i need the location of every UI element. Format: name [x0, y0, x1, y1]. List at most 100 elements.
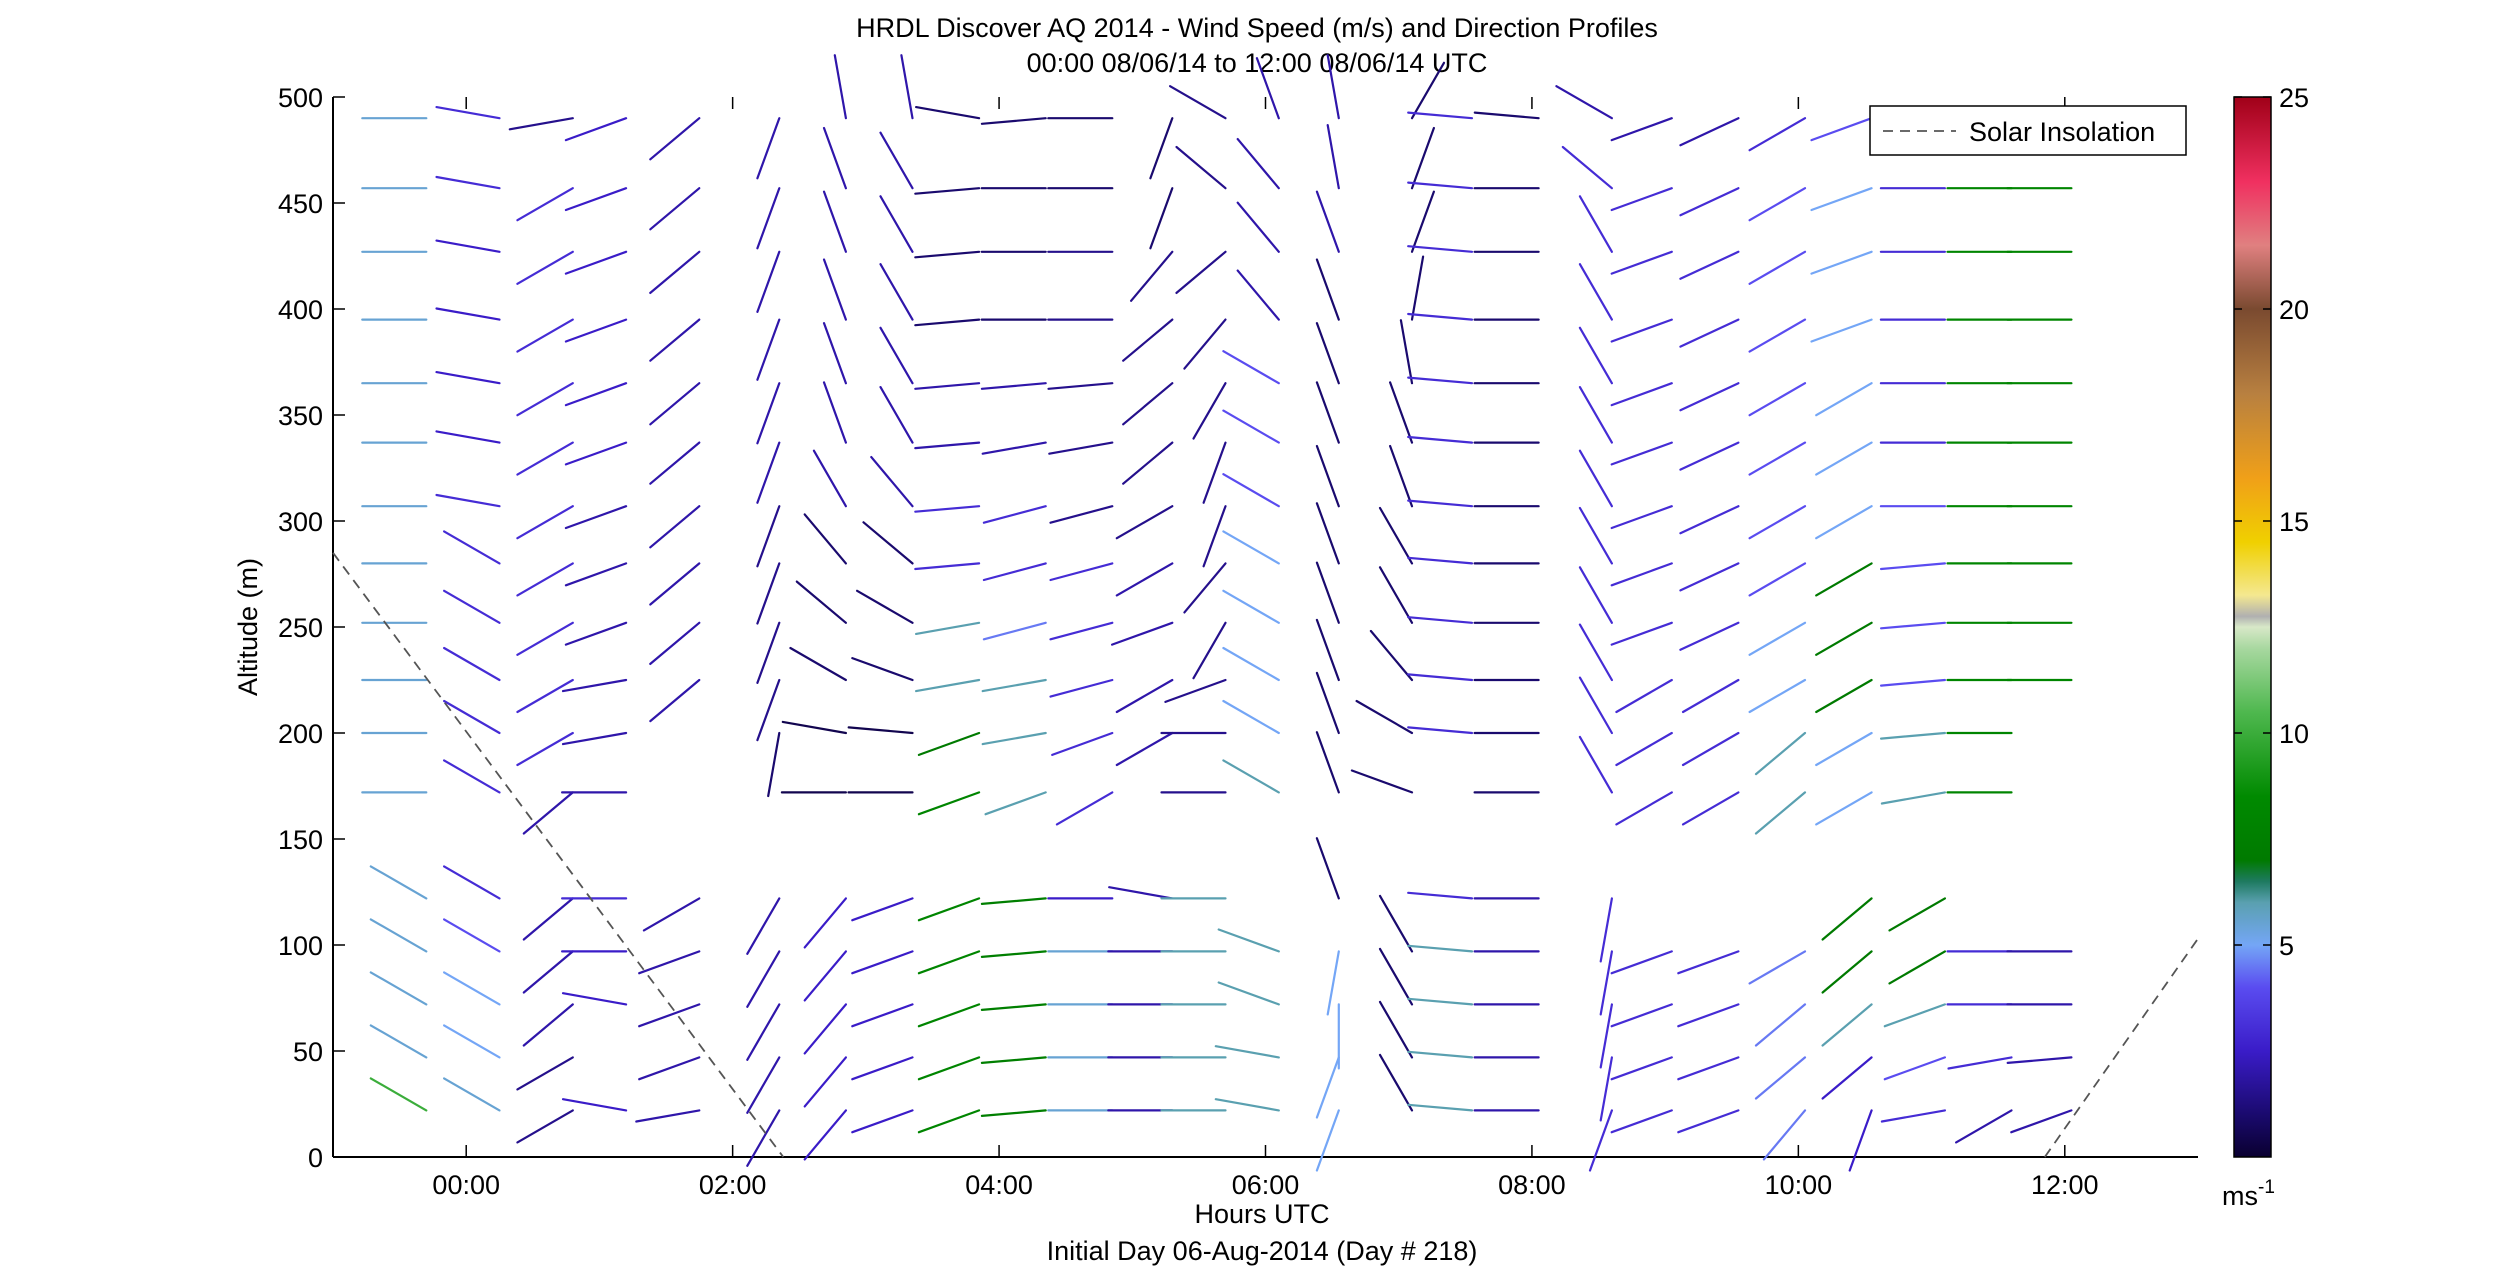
- wind-barb: [1407, 726, 1474, 735]
- wind-barb: [1183, 562, 1227, 614]
- wind-barb: [1222, 589, 1280, 624]
- wind-barb: [781, 720, 848, 735]
- wind-barb: [1815, 731, 1873, 767]
- wind-barb: [516, 678, 574, 714]
- x-tick-label: 00:00: [432, 1170, 500, 1200]
- wind-barb: [1202, 505, 1227, 568]
- wind-barb: [1677, 1056, 1740, 1081]
- wind-barb: [1315, 561, 1340, 624]
- wind-barb: [443, 971, 501, 1006]
- wind-barb: [1610, 950, 1673, 975]
- wind-barb: [1748, 621, 1807, 656]
- colorbar-ticks: 5 10 15 20 25: [2234, 83, 2309, 961]
- wind-barb: [1815, 678, 1873, 714]
- wind-barb: [803, 513, 848, 565]
- x-tick-label: 12:00: [2031, 1170, 2099, 1200]
- wind-barb: [1888, 950, 1947, 985]
- wind-barb: [1748, 382, 1807, 417]
- wind-barb: [1047, 382, 1114, 390]
- wind-barb: [1821, 1003, 1873, 1047]
- wind-barb: [1378, 894, 1414, 953]
- colorbar-tick-label: 25: [2279, 83, 2309, 113]
- y-tick-label: 0: [308, 1143, 323, 1173]
- wind-barb: [516, 1109, 574, 1144]
- wind-barb: [649, 562, 701, 606]
- wind-barb: [1679, 621, 1740, 651]
- x-tick-label: 06:00: [1232, 1170, 1300, 1200]
- wind-barb: [1378, 566, 1414, 624]
- wind-barb: [1679, 382, 1740, 412]
- wind-barb: [981, 731, 1047, 746]
- wind-barb: [1599, 1003, 1614, 1069]
- wind-barb: [1149, 117, 1174, 180]
- y-tick-label: 400: [278, 295, 323, 325]
- wind-barb: [1222, 646, 1280, 682]
- wind-barb: [1748, 250, 1807, 285]
- wind-barb: [1578, 735, 1614, 794]
- wind-barb: [561, 678, 628, 693]
- wind-barb: [1578, 676, 1614, 735]
- wind-barb: [1149, 187, 1174, 250]
- wind-barb: [1815, 441, 1873, 476]
- solar-insolation-lines: [332, 552, 2199, 1158]
- wind-barb: [1192, 621, 1227, 680]
- wind-barb: [1578, 506, 1614, 565]
- wind-barb: [1407, 376, 1474, 385]
- wind-barb: [1599, 950, 1614, 1016]
- solar-insolation-line: [332, 552, 784, 1158]
- wind-barb: [1115, 731, 1174, 767]
- y-tick-label: 50: [293, 1037, 323, 1067]
- wind-barb: [851, 656, 914, 682]
- wind-barb: [833, 54, 848, 120]
- wind-barb: [1748, 441, 1807, 476]
- wind-barb: [564, 621, 628, 646]
- solar-insolation-line: [2044, 938, 2199, 1158]
- wind-barb: [564, 382, 628, 407]
- wind-barb: [1202, 441, 1227, 504]
- wind-barb: [756, 621, 781, 685]
- wind-barb: [1407, 499, 1474, 508]
- wind-barb: [1388, 444, 1414, 508]
- wind-barb: [1810, 117, 1873, 142]
- wind-barb: [1578, 263, 1614, 321]
- wind-barb: [1578, 195, 1614, 253]
- wind-barb: [1748, 562, 1807, 597]
- colorbar-unit-exponent: -1: [2258, 1177, 2275, 1198]
- wind-barb: [795, 580, 848, 624]
- wind-barb: [1407, 556, 1474, 565]
- wind-barb: [1815, 791, 1873, 826]
- wind-barb: [1610, 1056, 1673, 1081]
- y-tick-label: 100: [278, 931, 323, 961]
- wind-barb: [1677, 1109, 1740, 1134]
- wind-barb: [1810, 318, 1873, 343]
- wind-barb: [649, 382, 701, 426]
- wind-barb: [980, 1109, 1047, 1118]
- wind-barb: [980, 897, 1047, 906]
- wind-barb: [1315, 618, 1340, 682]
- legend: Solar Insolation: [1869, 105, 2187, 156]
- wind-barb: [803, 1109, 848, 1161]
- wind-barb: [1578, 623, 1614, 682]
- wind-barb: [443, 759, 501, 794]
- wind-barb: [822, 322, 848, 385]
- colorbar-tick-label: 15: [2279, 507, 2309, 537]
- wind-barb: [564, 117, 628, 142]
- wind-barb: [1236, 269, 1280, 321]
- wind-barb: [756, 187, 781, 250]
- wind-barb: [746, 897, 781, 955]
- wind-barb: [1679, 562, 1740, 592]
- wind-barb: [1049, 505, 1114, 524]
- wind-barb: [1407, 891, 1474, 900]
- wind-barb: [642, 897, 701, 932]
- wind-barb: [1610, 117, 1673, 142]
- wind-barb: [1815, 505, 1873, 540]
- wind-barb: [1315, 671, 1340, 735]
- wind-barb: [862, 521, 914, 565]
- chart-title-line-1: HRDL Discover AQ 2014 - Wind Speed (m/s)…: [856, 13, 1658, 43]
- wind-barb: [1315, 837, 1340, 900]
- wind-barb: [756, 441, 781, 504]
- wind-barb: [649, 318, 701, 362]
- colorbar: 5 10 15 20 25 ms-1: [2222, 83, 2309, 1211]
- wind-barb: [1679, 441, 1740, 471]
